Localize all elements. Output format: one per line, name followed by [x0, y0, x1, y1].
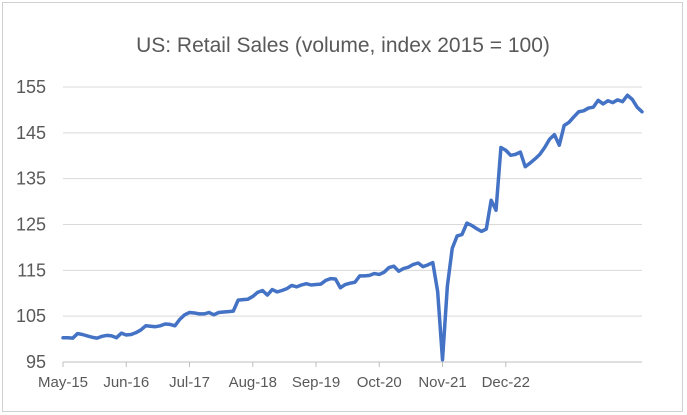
- y-tick-label: 125: [16, 215, 46, 235]
- y-tick-label: 135: [16, 169, 46, 189]
- y-tick-label: 155: [16, 77, 46, 97]
- chart-title: US: Retail Sales (volume, index 2015 = 1…: [136, 34, 550, 57]
- y-tick-label: 145: [16, 123, 46, 143]
- series-line: [61, 93, 644, 362]
- y-tick-label: 95: [26, 352, 46, 372]
- chart-frame: [2, 2, 683, 412]
- y-tick-label: 105: [16, 306, 46, 326]
- x-tick-label: Nov-21: [418, 374, 466, 391]
- x-tick-label: Aug-18: [229, 374, 277, 391]
- x-tick-label: May-15: [38, 374, 88, 391]
- x-tick-label: Jul-17: [169, 374, 210, 391]
- y-tick-label: 115: [17, 260, 46, 280]
- x-tick-label: Oct-20: [357, 374, 402, 391]
- x-tick-label: Sep-19: [292, 374, 340, 391]
- x-tick-label: Dec-22: [482, 374, 530, 391]
- gridlines: [63, 86, 642, 317]
- x-tick-label: Jun-16: [103, 374, 149, 391]
- x-axis-tick-labels: May-15 Jun-16 Jul-17 Aug-18 Sep-19 Oct-20 Nov-…: [38, 362, 530, 391]
- y-axis-tick-labels: 95 105 115 125 135 145 155: [16, 77, 46, 372]
